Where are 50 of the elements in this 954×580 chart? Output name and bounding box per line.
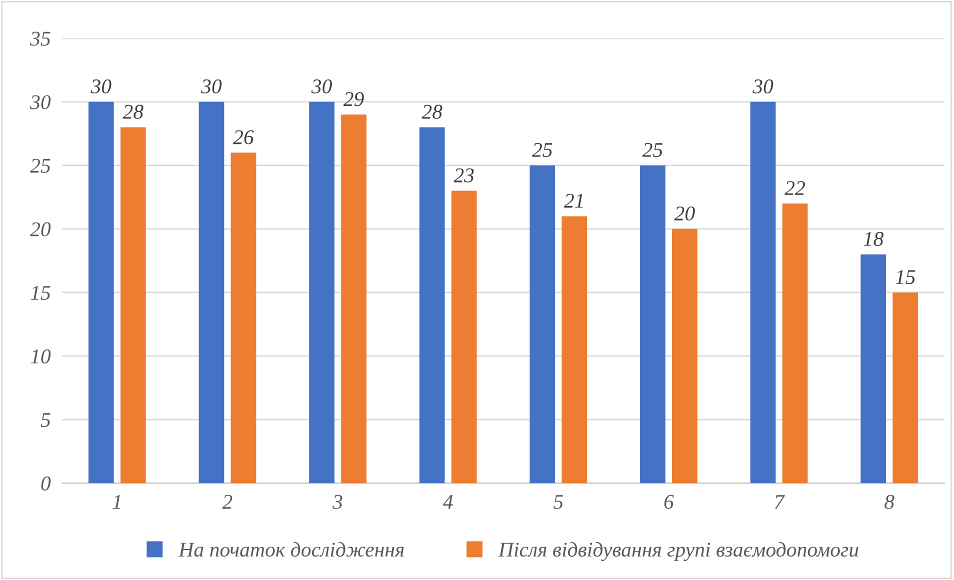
data-label: 25 bbox=[642, 142, 662, 157]
data-label: 28 bbox=[422, 104, 442, 119]
bar bbox=[860, 254, 886, 484]
x-tick-label: 1 bbox=[112, 494, 120, 509]
bar bbox=[198, 102, 224, 484]
bar bbox=[640, 165, 666, 484]
x-tick-label: 6 bbox=[664, 494, 674, 509]
bar bbox=[120, 127, 146, 484]
x-tick-label: 7 bbox=[775, 495, 785, 509]
bar bbox=[88, 102, 114, 484]
bar bbox=[530, 165, 556, 484]
data-label: 25 bbox=[532, 142, 552, 157]
data-label: 29 bbox=[343, 92, 364, 106]
data-label: 26 bbox=[233, 130, 254, 144]
data-label: 20 bbox=[674, 206, 695, 221]
legend-label: На початок дослідження bbox=[178, 542, 404, 557]
bar bbox=[341, 114, 366, 484]
bar bbox=[782, 204, 808, 484]
y-tick-label: 5 bbox=[40, 413, 50, 428]
y-tick-label: 25 bbox=[30, 158, 50, 173]
y-tick-label: 35 bbox=[30, 32, 50, 46]
bar bbox=[672, 228, 698, 484]
legend-label: Після відвідування групі взаємодопомоги bbox=[498, 542, 858, 562]
bar bbox=[451, 190, 477, 484]
bar bbox=[419, 127, 445, 484]
data-label: 30 bbox=[752, 79, 774, 94]
x-tick-label: 3 bbox=[332, 494, 342, 509]
y-tick-label: 20 bbox=[30, 222, 51, 236]
bar bbox=[230, 152, 256, 484]
x-tick-label: 2 bbox=[222, 494, 232, 509]
data-label: 23 bbox=[454, 168, 474, 182]
data-label: 21 bbox=[564, 194, 583, 208]
bar bbox=[750, 102, 776, 484]
data-label: 30 bbox=[90, 79, 112, 94]
x-tick-label: 5 bbox=[554, 495, 563, 509]
bar bbox=[892, 292, 918, 484]
x-tick-label: 4 bbox=[442, 494, 453, 509]
bar bbox=[309, 102, 334, 484]
y-tick-label: 30 bbox=[30, 95, 51, 110]
data-label: 22 bbox=[784, 181, 805, 195]
data-label: 18 bbox=[864, 232, 884, 246]
data-label: 15 bbox=[896, 270, 916, 284]
bar bbox=[562, 216, 588, 484]
x-tick-label: 8 bbox=[884, 494, 894, 509]
y-tick-label: 0 bbox=[41, 476, 51, 491]
y-tick-label: 15 bbox=[30, 286, 50, 300]
y-tick-label: 10 bbox=[30, 349, 51, 364]
data-label: 30 bbox=[311, 79, 332, 94]
data-label: 28 bbox=[122, 104, 144, 119]
data-label: 30 bbox=[201, 79, 222, 94]
